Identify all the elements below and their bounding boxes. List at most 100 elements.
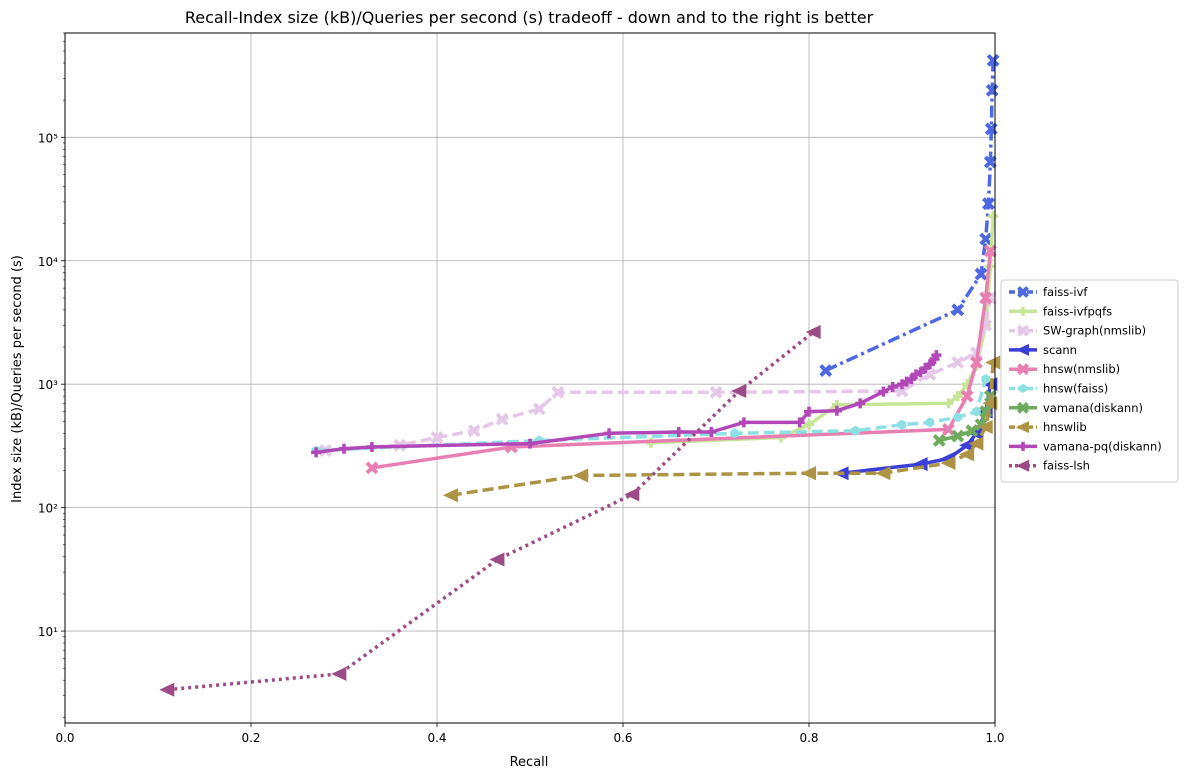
data-point [430, 431, 444, 444]
data-point [897, 419, 907, 430]
data-point [1017, 363, 1029, 376]
legend-item: scann [1009, 343, 1077, 357]
data-point [940, 455, 956, 470]
data-point [986, 53, 1000, 67]
series-line [450, 362, 995, 497]
data-point [977, 420, 993, 435]
data-point [985, 83, 999, 97]
data-point [706, 426, 717, 437]
series-line [371, 250, 993, 470]
data-point [495, 412, 509, 426]
series-hnswlib [442, 355, 1001, 503]
data-point [1017, 324, 1029, 337]
data-point [982, 197, 995, 211]
chart-title: Recall-Index size (kB)/Queries per secon… [185, 8, 874, 27]
legend-item: hnsw(nmslib) [1009, 362, 1120, 376]
x-tick-label: 0.2 [241, 731, 260, 745]
data-point [924, 359, 935, 370]
grid [65, 33, 995, 723]
y-tick-label: 10¹ [38, 625, 58, 639]
data-point [339, 443, 349, 454]
legend-item: hnsw(faiss) [1009, 382, 1108, 396]
data-point [951, 303, 965, 317]
data-point [985, 355, 1001, 370]
data-point [969, 356, 983, 369]
data-point [730, 428, 739, 439]
data-point [878, 386, 889, 397]
legend-label: hnswlib [1043, 420, 1087, 434]
data-point [959, 438, 975, 453]
data-point [979, 232, 993, 246]
data-point [525, 438, 535, 449]
data-point [1018, 306, 1028, 316]
legend-item: hnswlib [1009, 420, 1087, 434]
data-point [365, 461, 379, 475]
data-point [972, 406, 981, 417]
legend-label: vamana-pq(diskann) [1043, 439, 1162, 453]
data-point [804, 419, 814, 430]
x-tick-label: 0.6 [613, 731, 632, 745]
plot-frame [64, 32, 996, 724]
data-point [1017, 286, 1029, 298]
y-tick-label: 10² [38, 502, 58, 516]
data-point [895, 384, 909, 398]
data-point [1019, 384, 1027, 393]
data-point [968, 436, 984, 451]
data-point [1016, 421, 1029, 434]
legend-item: faiss-lsh [1009, 459, 1090, 473]
data-point [551, 385, 565, 399]
y-tick-label: 10³ [38, 378, 58, 392]
series-line [824, 60, 995, 373]
series-layer [159, 53, 1001, 697]
data-point [604, 428, 615, 439]
data-point [988, 211, 999, 222]
legend-item: vamana(diskann) [1009, 401, 1143, 415]
data-point [983, 244, 997, 258]
data-point [952, 391, 963, 402]
data-point [709, 385, 723, 399]
data-point [311, 447, 322, 458]
data-point [467, 424, 481, 438]
legend-label: hnsw(faiss) [1043, 382, 1108, 396]
legend-label: SW-graph(nmslib) [1043, 324, 1146, 338]
series-line [650, 216, 995, 445]
data-point [965, 424, 979, 438]
data-point [959, 447, 975, 462]
data-point [931, 350, 942, 361]
legend-label: scann [1043, 343, 1077, 357]
x-tick-label: 0.4 [427, 731, 446, 745]
data-point [532, 402, 546, 416]
x-axis-label: Recall [510, 755, 549, 770]
data-point [819, 364, 833, 377]
data-point [673, 426, 684, 437]
data-point [366, 441, 377, 452]
data-point [932, 434, 946, 447]
x-tick-label: 1.0 [985, 731, 1004, 745]
legend-label: vamana(diskann) [1043, 401, 1143, 415]
data-point [875, 466, 891, 481]
data-point [489, 552, 505, 567]
data-point [982, 396, 998, 411]
legend-item: faiss-ivfpqfs [1009, 304, 1112, 318]
legend-label: faiss-ivfpqfs [1043, 304, 1112, 318]
data-point [953, 412, 963, 423]
legend-label: hnsw(nmslib) [1043, 362, 1120, 376]
data-point [887, 381, 898, 392]
y-tick-label: 10⁵ [38, 131, 58, 145]
legend: faiss-ivf faiss-ivfpqfs SW-graph(nmslib) sc… [1000, 279, 1179, 483]
x-axis: 0.0 0.2 0.4 0.6 0.8 1.0 [55, 723, 1005, 745]
data-point [624, 487, 640, 502]
x-tick-label: 0.8 [799, 731, 818, 745]
legend-label: faiss-lsh [1043, 459, 1090, 473]
data-point [951, 429, 965, 443]
data-point [943, 398, 954, 409]
data-point [801, 466, 816, 481]
data-point [851, 425, 860, 436]
data-point [331, 666, 347, 681]
data-point [831, 405, 842, 416]
data-point [442, 488, 458, 503]
data-point [855, 398, 866, 409]
series-faiss-ivf [819, 53, 1000, 377]
data-point [979, 291, 993, 305]
